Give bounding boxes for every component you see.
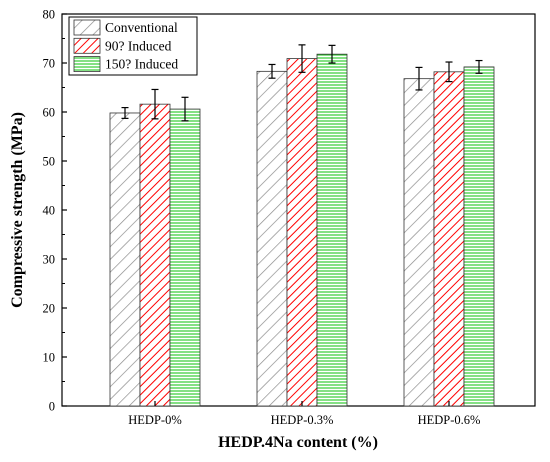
bar [433,71,465,407]
y-tick-label: 20 [43,302,56,316]
y-tick-label: 10 [43,351,56,365]
bar [286,58,318,407]
legend-label: 90? Induced [105,38,172,53]
bar [316,53,348,407]
y-tick-label: 30 [43,253,56,267]
legend-label: Conventional [105,20,178,35]
bar [169,108,201,407]
x-tick-label: HEDP-0% [128,413,181,427]
bar [463,66,495,407]
bar [256,70,288,407]
bar [109,112,141,407]
y-tick-label: 60 [43,106,56,120]
y-tick-label: 40 [43,204,56,218]
bar [139,103,171,407]
legend-swatch [73,56,101,72]
legend-swatch [73,19,101,36]
y-tick-label: 0 [49,400,55,414]
legend-label: 150? Induced [105,57,178,72]
y-tick-label: 50 [43,155,56,169]
bar [403,78,435,407]
x-tick-label: HEDP-0.6% [418,413,481,427]
y-tick-label: 70 [43,57,56,71]
x-tick-label: HEDP-0.3% [271,413,334,427]
y-axis-title: Compressive strength (MPa) [9,112,26,308]
y-tick-label: 80 [43,8,56,22]
legend-swatch [73,37,101,54]
x-axis-title: HEDP.4Na content (%) [218,434,378,451]
